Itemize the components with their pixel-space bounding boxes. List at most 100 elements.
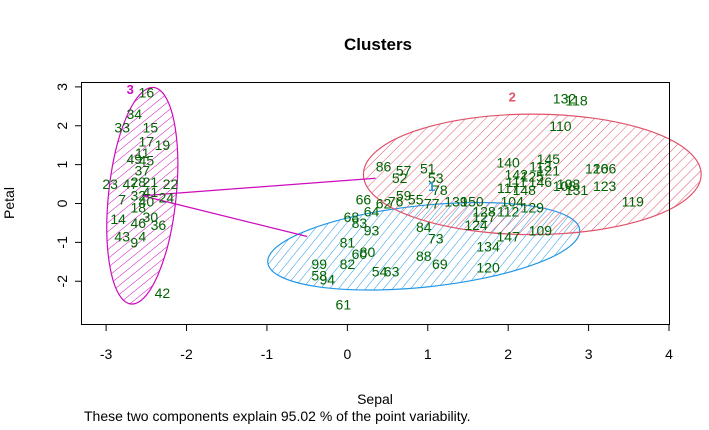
point-label: 126 <box>585 161 609 177</box>
point-label: 128 <box>472 203 496 219</box>
point-label: 46 <box>130 215 146 231</box>
cluster-3-label: 3 <box>127 82 134 97</box>
x-tick-label: 4 <box>665 346 673 362</box>
point-label: 32 <box>130 188 146 204</box>
point-label: 112 <box>497 203 520 219</box>
point-label: 108 <box>553 178 577 194</box>
point-label: 110 <box>549 118 572 134</box>
point-label: 109 <box>529 223 553 239</box>
point-label: 86 <box>376 159 392 175</box>
point-label: 117 <box>497 180 520 196</box>
point-label: 30 <box>143 209 159 225</box>
point-label: 41 <box>143 184 159 200</box>
point-label: 123 <box>593 178 617 194</box>
variability-caption: These two components explain 95.02 % of … <box>84 408 471 424</box>
point-label: 88 <box>416 248 432 264</box>
chart-title: Clusters <box>344 35 412 54</box>
point-label: 80 <box>360 244 376 260</box>
point-label: 64 <box>364 203 380 219</box>
point-label: 76 <box>388 194 404 210</box>
x-tick-label: 3 <box>585 346 593 362</box>
point-label: 111 <box>506 174 527 190</box>
point-label: 125 <box>521 168 545 184</box>
point-label: 113 <box>529 159 552 175</box>
point-label: 106 <box>593 161 617 177</box>
connection-line <box>142 195 308 238</box>
cluster-1-label: 1 <box>428 179 435 194</box>
point-label: 53 <box>428 170 444 186</box>
point-label: 36 <box>151 217 167 233</box>
point-label: 68 <box>344 209 360 225</box>
point-label: 66 <box>356 192 372 208</box>
point-label: 93 <box>364 223 380 239</box>
point-label: 49 <box>126 151 142 167</box>
x-axis: -3 -2 -1 0 1 2 3 4 <box>100 324 673 362</box>
point-label: 18 <box>130 199 146 215</box>
point-label: 14 <box>110 211 126 227</box>
point-label: 77 <box>424 196 440 212</box>
cluster-2-ellipse <box>362 113 702 236</box>
point-label: 43 <box>114 229 130 245</box>
point-label: 140 <box>496 155 520 171</box>
point-label: 118 <box>565 92 588 108</box>
point-label: 124 <box>464 217 488 233</box>
x-tick-label: 0 <box>343 346 351 362</box>
point-label: 17 <box>139 133 155 149</box>
point-label: 82 <box>340 256 356 272</box>
point-label: 131 <box>565 182 589 198</box>
point-label: 58 <box>311 267 327 283</box>
point-label: 34 <box>126 106 142 122</box>
y-axis: -2 -1 0 1 2 3 <box>54 83 82 288</box>
connection-line <box>142 177 376 197</box>
cluster-2-label: 2 <box>509 90 516 105</box>
point-label: 121 <box>537 162 561 178</box>
point-label: 24 <box>159 190 175 206</box>
x-tick-label: -1 <box>261 346 274 362</box>
point-label: 150 <box>460 194 484 210</box>
x-tick-label: -3 <box>100 346 113 362</box>
point-label: 22 <box>163 176 179 192</box>
point-label: 11 <box>135 145 150 161</box>
point-label: 57 <box>396 162 412 178</box>
point-label: 84 <box>416 219 432 235</box>
point-label: 9 <box>130 234 138 250</box>
point-label: 55 <box>408 192 424 208</box>
x-tick-label: 2 <box>504 346 512 362</box>
point-label: 129 <box>521 199 545 215</box>
point-label: 94 <box>319 271 335 287</box>
point-label: 81 <box>340 234 356 250</box>
point-label: 120 <box>476 260 500 276</box>
point-label: 60 <box>352 246 368 262</box>
point-label: 127 <box>472 209 496 225</box>
point-label: 59 <box>396 188 412 204</box>
point-label: 45 <box>139 153 155 169</box>
point-label: 40 <box>139 194 155 210</box>
y-tick-label: -2 <box>54 275 70 288</box>
point-label: 47 <box>122 176 138 192</box>
point-label: 142 <box>505 166 529 182</box>
y-tick-label: 1 <box>54 161 70 169</box>
y-tick-label: 3 <box>54 83 70 91</box>
y-tick-label: 0 <box>54 199 70 207</box>
cluster-connections <box>142 177 376 238</box>
point-label: 33 <box>114 120 130 136</box>
point-label: 62 <box>376 196 392 212</box>
point-label: 78 <box>432 182 448 198</box>
point-label: 134 <box>476 238 500 254</box>
point-label: 145 <box>537 151 561 167</box>
point-label: 139 <box>444 194 468 210</box>
point-label: 16 <box>139 85 155 101</box>
x-tick-label: 1 <box>424 346 432 362</box>
point-label: 23 <box>102 176 118 192</box>
point-label: 132 <box>553 91 577 107</box>
point-label: 52 <box>392 170 408 186</box>
cluster-labels: 1 2 3 <box>127 82 516 194</box>
point-label: 119 <box>622 194 645 210</box>
point-label: 63 <box>384 264 400 280</box>
point-label: 73 <box>428 230 444 246</box>
point-label: 37 <box>135 162 151 178</box>
y-axis-label: Petal <box>1 187 17 219</box>
point-label: 28 <box>130 174 146 190</box>
